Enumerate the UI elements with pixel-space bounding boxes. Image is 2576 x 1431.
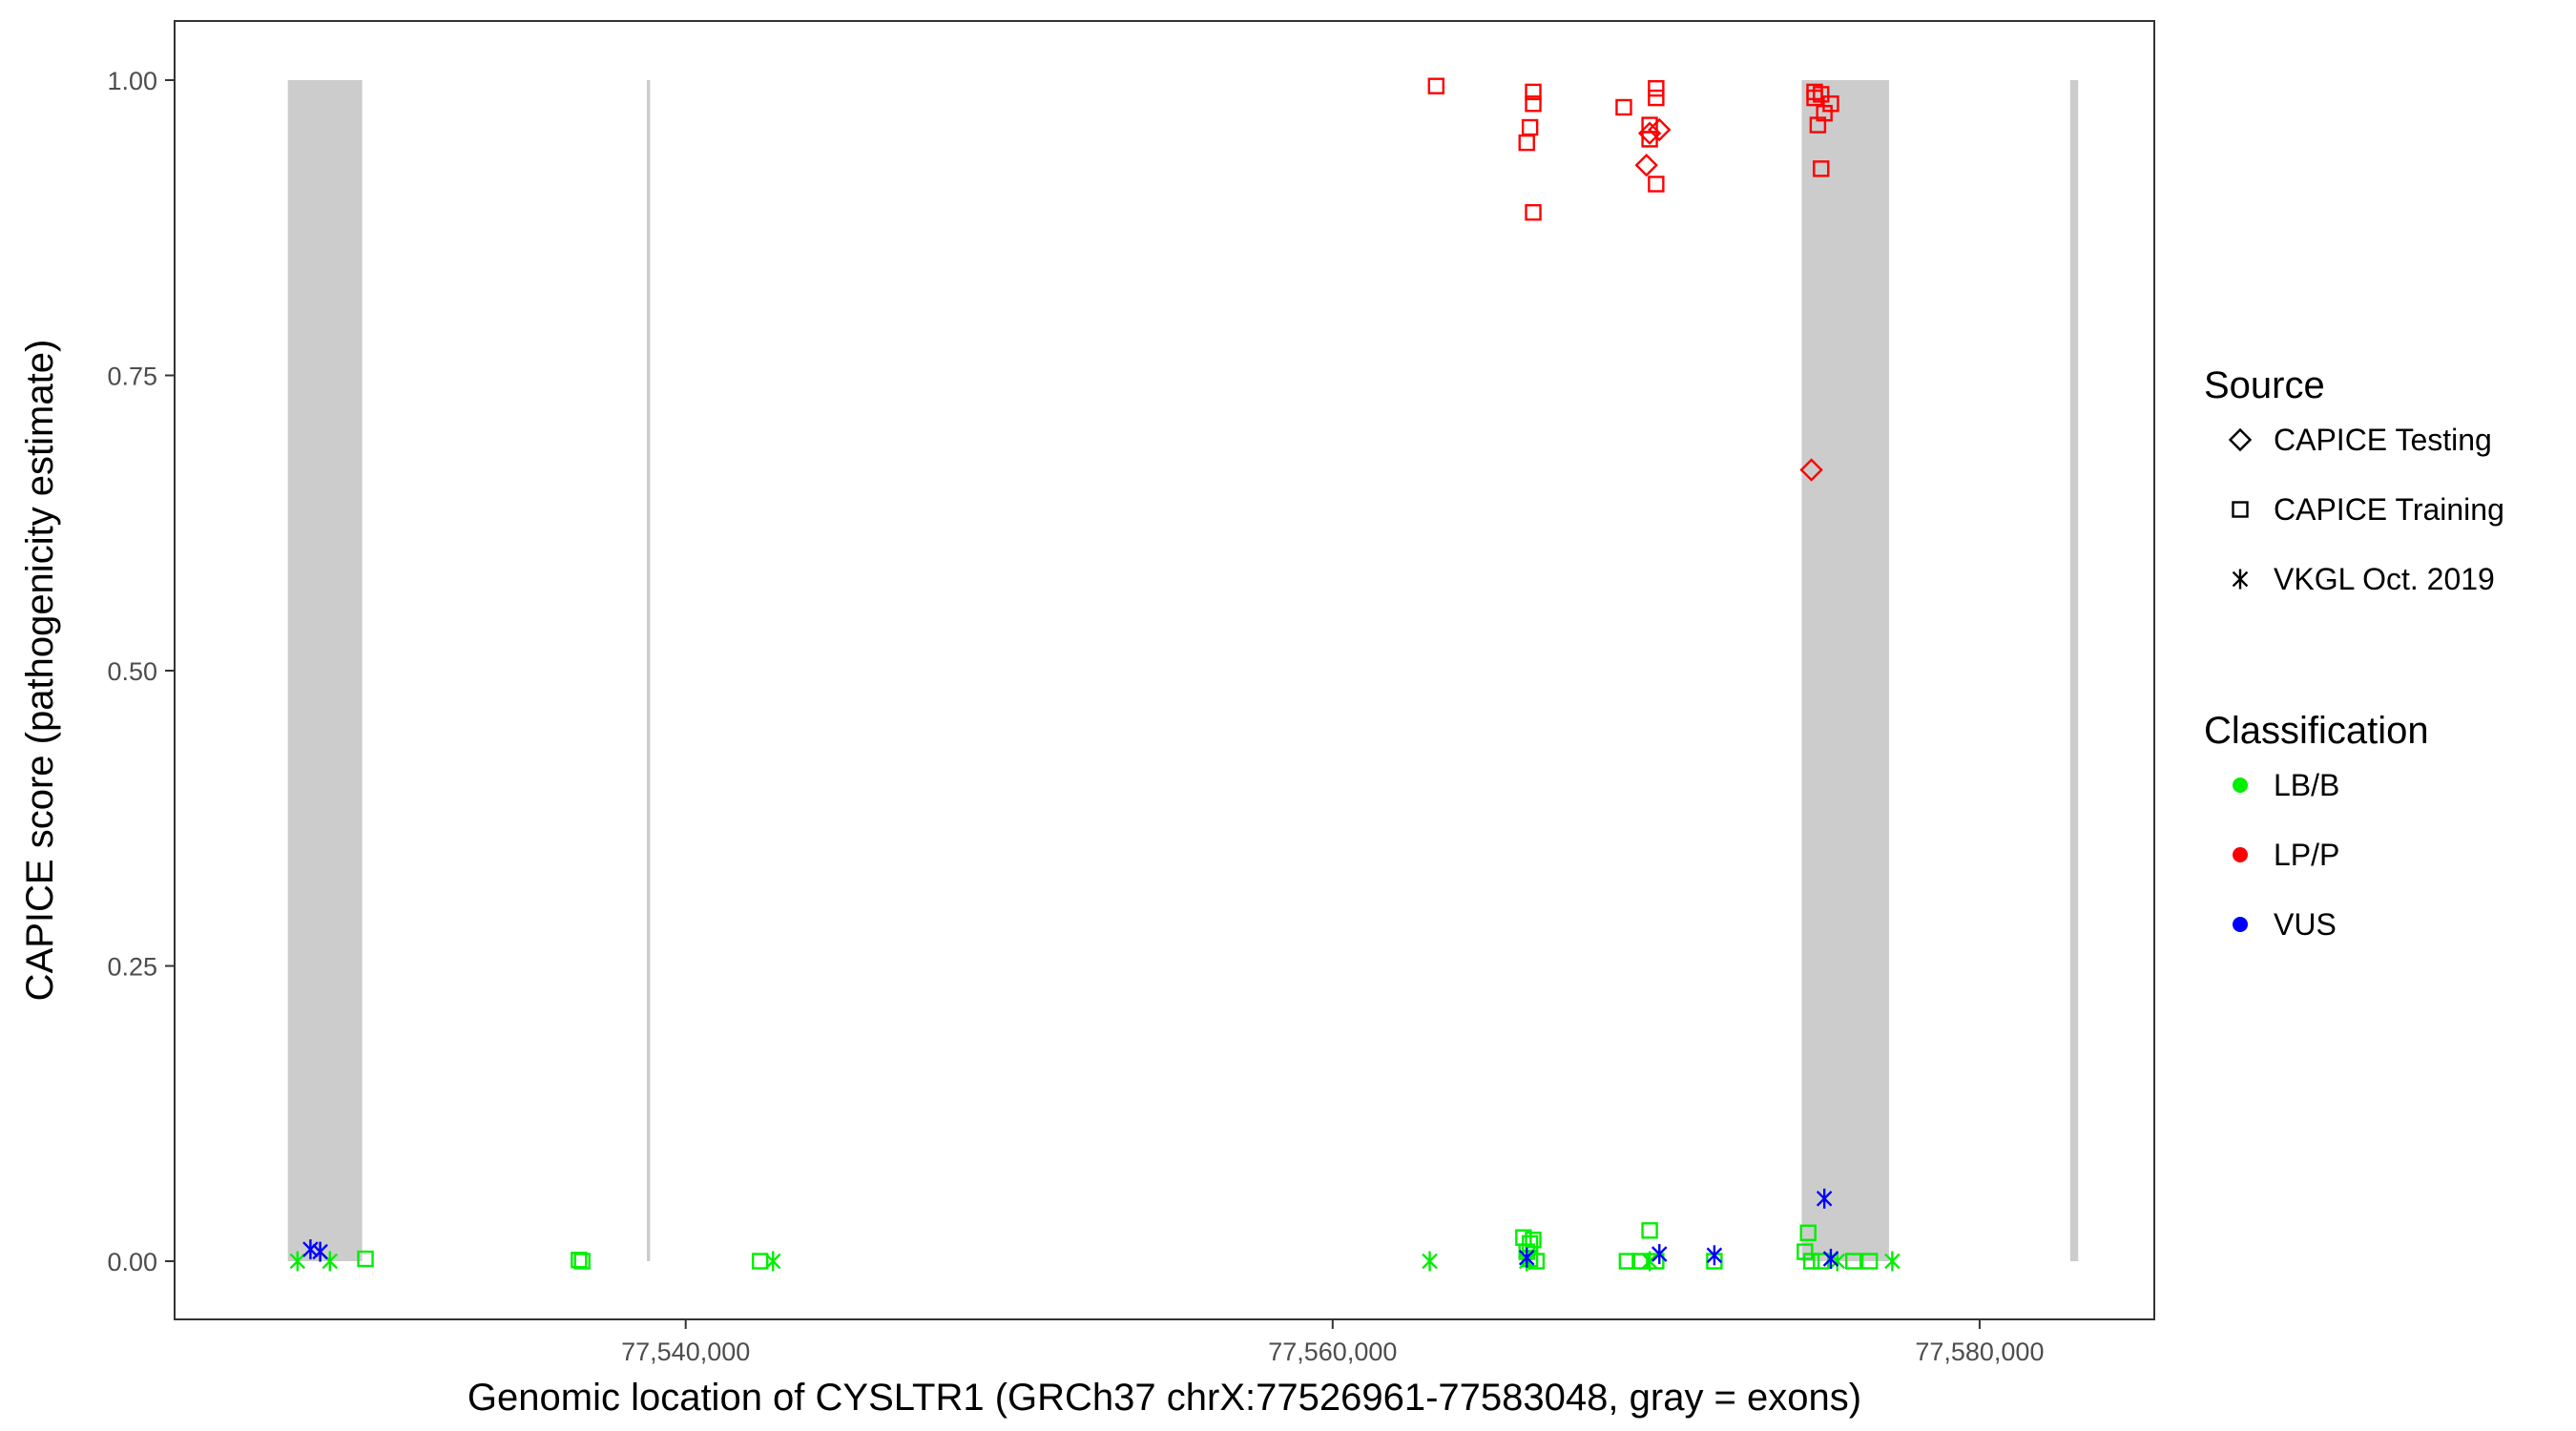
point-capice-testing-lp-p <box>1637 121 1662 145</box>
point-vkgl-oct-2019-vus <box>1518 1247 1535 1268</box>
y-tick-label: 0.00 <box>107 1248 157 1276</box>
point-capice-training-lb-b <box>1799 1224 1817 1241</box>
x-tick-label: 77,580,000 <box>1915 1338 2044 1366</box>
legend-item-lb-b: LB/B <box>2274 768 2339 802</box>
point-capice-training-lp-p <box>1648 176 1665 193</box>
point-capice-training-lb-b <box>357 1250 374 1268</box>
point-vkgl-oct-2019-vus <box>312 1241 328 1262</box>
exon-band-4 <box>2069 80 2079 1261</box>
exon-band-3 <box>1801 80 1889 1261</box>
point-capice-training-lp-p <box>1813 160 1830 177</box>
legend-classification-title: Classification <box>2204 710 2429 752</box>
point-capice-testing-lp-p <box>1648 117 1672 142</box>
legend-item-vus: VUS <box>2274 907 2337 942</box>
point-capice-training-lb-b <box>1631 1253 1649 1270</box>
point-capice-training-lb-b <box>573 1253 591 1270</box>
legend-item-capice-testing: CAPICE Testing <box>2274 423 2492 457</box>
y-tick-label: 0.75 <box>107 363 157 391</box>
legend-key-lb-b <box>2233 778 2248 793</box>
point-capice-training-lb-b <box>1802 1253 1820 1270</box>
point-vkgl-oct-2019-lb-b <box>289 1251 306 1272</box>
point-capice-training-lp-p <box>1518 134 1535 152</box>
legend-item-capice-training: CAPICE Training <box>2274 492 2504 527</box>
point-capice-training-lb-b <box>571 1252 588 1269</box>
point-capice-training-lb-b <box>751 1253 769 1270</box>
y-axis-title: CAPICE score (pathogenicity estimate) <box>19 340 61 1002</box>
point-capice-training-lp-p <box>1525 95 1542 113</box>
point-capice-testing-lp-p <box>1634 153 1658 177</box>
point-vkgl-oct-2019-lb-b <box>1422 1251 1438 1272</box>
exon-bands <box>287 80 2079 1261</box>
point-vkgl-oct-2019-vus <box>1651 1244 1668 1265</box>
point-capice-training-lp-p <box>1427 77 1445 94</box>
point-vkgl-oct-2019-lb-b <box>1641 1251 1658 1272</box>
x-tick-label: 77,540,000 <box>621 1338 750 1366</box>
legend-key-capice-testing <box>2228 427 2253 452</box>
point-vkgl-oct-2019-vus <box>1822 1249 1839 1270</box>
point-vkgl-oct-2019-lb-b <box>764 1251 781 1272</box>
legend-item-vkgl-oct-2019: VKGL Oct. 2019 <box>2274 562 2495 596</box>
legend-key-vus <box>2233 917 2248 932</box>
exon-band-2 <box>647 80 651 1261</box>
x-tick-label: 77,560,000 <box>1268 1338 1397 1366</box>
point-capice-testing-lp-p <box>1799 458 1823 482</box>
point-capice-training-lp-p <box>1648 79 1665 97</box>
y-tick-label: 0.25 <box>107 953 157 982</box>
point-capice-training-lp-p <box>1648 89 1665 107</box>
point-vkgl-oct-2019-vus <box>1816 1188 1833 1209</box>
y-tick-label: 1.00 <box>107 67 157 95</box>
point-capice-training-lp-p <box>1641 131 1658 148</box>
legend-key-capice-training <box>2232 501 2249 518</box>
point-capice-training-lp-p <box>1809 116 1827 134</box>
x-axis-title: Genomic location of CYSLTR1 (GRCh37 chrX… <box>467 1377 1861 1419</box>
legend-key-vkgl-oct-2019 <box>2232 569 2249 590</box>
y-tick-label: 0.50 <box>107 657 157 686</box>
legend-item-lp-p: LP/P <box>2274 838 2339 872</box>
axes: 0.00 0.25 0.50 0.75 1.00 77,540,000 77,560,000… <box>107 67 2044 1366</box>
point-capice-training-lb-b <box>1641 1222 1658 1239</box>
point-capice-training-lp-p <box>1525 203 1542 221</box>
point-capice-training-lb-b <box>1860 1253 1879 1270</box>
point-capice-training-lb-b <box>1844 1253 1862 1270</box>
legend: Source CAPICE Testing CAPICE Training VK… <box>2204 364 2504 942</box>
point-capice-training-lp-p <box>1521 118 1539 136</box>
legend-key-lp-p <box>2233 847 2248 862</box>
point-vkgl-oct-2019-lb-b <box>1884 1251 1901 1272</box>
legend-source-title: Source <box>2204 364 2325 406</box>
point-capice-training-lp-p <box>1525 83 1542 101</box>
point-capice-training-lp-p <box>1806 89 1823 107</box>
point-vkgl-oct-2019-vus <box>302 1239 319 1260</box>
point-vkgl-oct-2019-vus <box>1706 1245 1723 1266</box>
data-points <box>289 77 1901 1272</box>
point-capice-training-lp-p <box>1615 98 1632 116</box>
point-capice-training-lb-b <box>1618 1253 1636 1270</box>
exon-band-1 <box>287 80 363 1261</box>
